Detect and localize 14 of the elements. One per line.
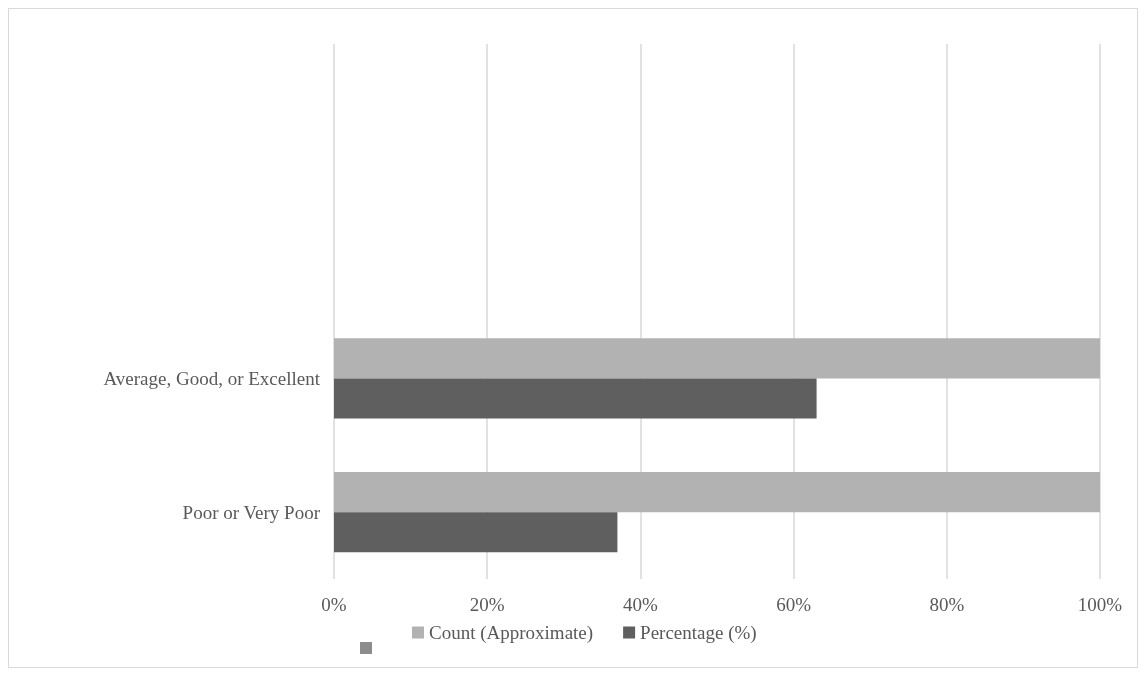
x-tick-label: 20% (469, 594, 505, 615)
legend-label: Count (Approximate) (429, 622, 594, 644)
bar (334, 378, 817, 419)
legend-label: Percentage (%) (640, 622, 757, 644)
x-tick-label: 100% (1077, 594, 1123, 615)
bar (334, 512, 618, 553)
x-tick-label: 60% (776, 594, 812, 615)
y-tick-label: Average, Good, or Excellent (103, 367, 321, 389)
x-tick-label: 40% (622, 594, 658, 615)
x-tick-label: 0% (321, 594, 347, 615)
bar (334, 472, 1100, 513)
x-tick-label: 80% (929, 594, 965, 615)
y-tick-label: Poor or Very Poor (182, 501, 321, 523)
bar (334, 338, 1100, 379)
